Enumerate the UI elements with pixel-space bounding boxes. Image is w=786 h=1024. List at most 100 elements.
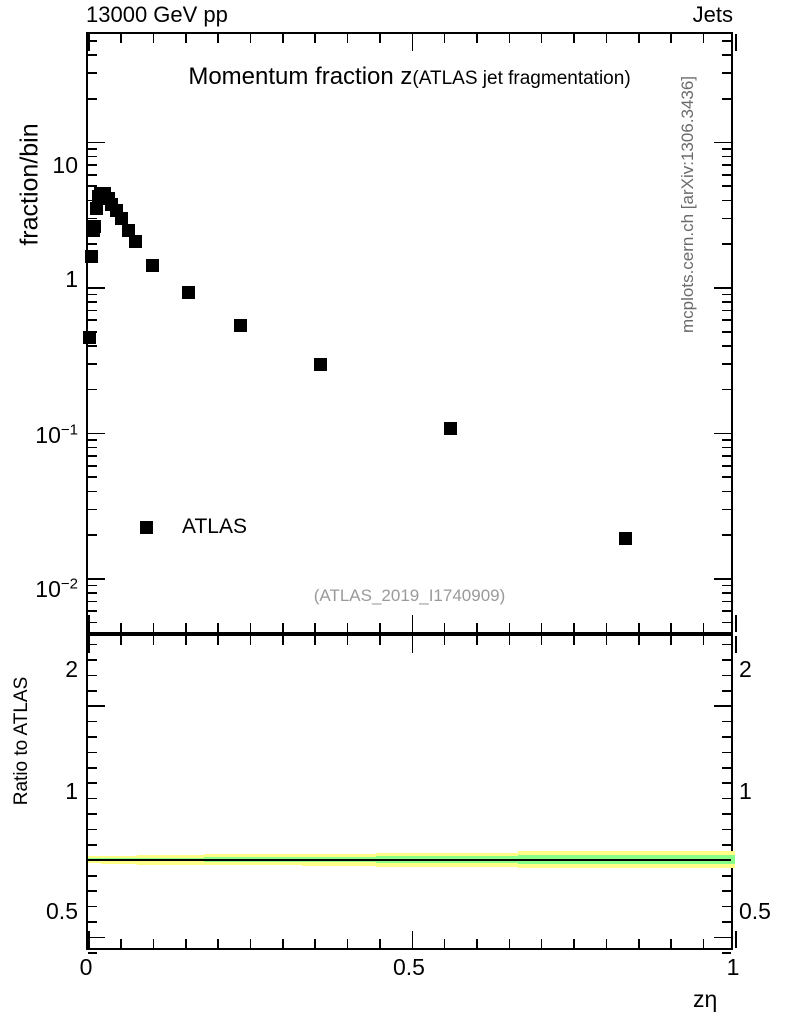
main-y-tick [88,455,97,457]
main-y-tick [88,97,97,100]
main-y-tick [722,72,731,74]
ratio-x-tick [637,636,640,645]
main-y-tick [722,592,731,594]
data-point [129,235,143,249]
main-y-tick [88,141,105,144]
main-x-tick [540,623,543,632]
ratio-y-tick [88,659,97,661]
ratio-y-tick [722,874,731,877]
beam-energy-label: 13000 GeV pp [86,2,228,27]
ratio-y-tick [722,689,731,692]
ratio-y-tick [88,890,97,892]
main-x-tick [282,34,284,43]
main-x-tick [379,623,381,632]
data-point [443,421,457,435]
ratio-x-tick [540,939,543,948]
main-y-tick [88,185,97,188]
main-y-tick [88,446,97,449]
main-y-tick [722,464,731,467]
data-point [83,331,97,345]
ratio-x-tick [702,636,705,645]
main-y-tick [722,217,731,220]
xtick-0: 0 [79,954,93,980]
legend-label-atlas: ATLAS [182,515,247,538]
main-x-tick [573,34,575,43]
ratio-x-tick [120,636,122,645]
ratio-x-tick [443,636,446,645]
main-y-tick [722,508,731,511]
ratio-y-tick [722,952,731,954]
main-x-tick [702,34,705,43]
main-y-tick [88,578,105,580]
data-point [87,220,101,234]
credit-label: mcplots.cern.ch [arXiv:1306.3436] [678,75,697,333]
ratio-ytick-05-left: 0.5 [46,898,78,924]
main-ytick-1e-2: 10−2 [35,575,78,602]
ratio-ytick-2-left: 2 [65,656,78,682]
ratio-x-tick [217,636,219,645]
main-y-tick [88,54,97,56]
main-y-tick [722,301,731,303]
main-x-tick [217,623,219,632]
ratio-y-tick [722,782,731,785]
main-y-tick [722,40,731,42]
ratio-x-tick [411,636,414,653]
ratio-y-tick [722,890,731,892]
main-x-tick [443,34,446,43]
main-y-tick [88,600,97,603]
ratio-x-tick [605,636,608,645]
ratio-y-tick [88,859,105,862]
main-x-tick [152,623,155,632]
main-y-tick [722,446,731,449]
main-y-tick [722,610,731,612]
main-x-tick [476,623,478,632]
main-y-tick [88,164,97,166]
main-y-tick [88,319,97,322]
main-y-tick [722,199,731,202]
data-point [121,224,135,238]
main-x-tick [670,623,672,632]
main-y-tick [722,345,731,347]
ratio-y-tick [88,905,97,908]
data-point [233,319,247,333]
ratio-y-tick [714,936,731,939]
main-y-tick [88,301,97,303]
main-x-tick [346,34,349,43]
ratio-x-tick [152,636,155,645]
data-point [146,258,160,272]
ratio-x-tick [411,931,414,948]
legend-marker-atlas-icon [140,520,153,534]
main-y-tick [714,432,731,435]
ratio-x-tick [476,939,478,948]
ratio-x-tick [735,931,737,948]
ratio-x-tick [88,931,90,948]
main-y-tick [722,476,731,479]
ratio-reference-line [88,858,731,861]
main-y-tick [722,388,731,391]
main-y-tick [88,534,97,536]
ratio-y-tick [722,844,731,846]
main-ytick-1: 1 [65,266,78,292]
main-y-tick [88,243,97,245]
ratio-y-tick [88,813,97,815]
plot-title-main: Momentum fraction z [188,63,413,90]
main-x-tick [573,623,575,632]
main-x-tick [670,34,672,43]
plot-title-sub: (ATLAS jet fragmentation) [412,68,631,89]
ratio-y-tick [88,643,97,646]
main-x-tick [314,623,317,632]
main-x-tick [120,623,122,632]
ratio-y-tick [88,921,97,923]
ratio-x-tick [120,939,122,948]
data-point [89,202,103,216]
main-y-tick [88,476,97,479]
legend: ATLAS [140,515,247,539]
main-x-tick [605,623,608,632]
analysis-id-watermark: (ATLAS_2019_I1740909) [313,586,506,605]
ratio-y-tick [722,720,731,723]
ratio-x-tick [346,636,349,645]
main-y-tick [88,148,97,150]
main-y-tick [88,287,105,289]
main-y-tick [722,173,731,176]
ratio-y-tick [88,689,97,692]
